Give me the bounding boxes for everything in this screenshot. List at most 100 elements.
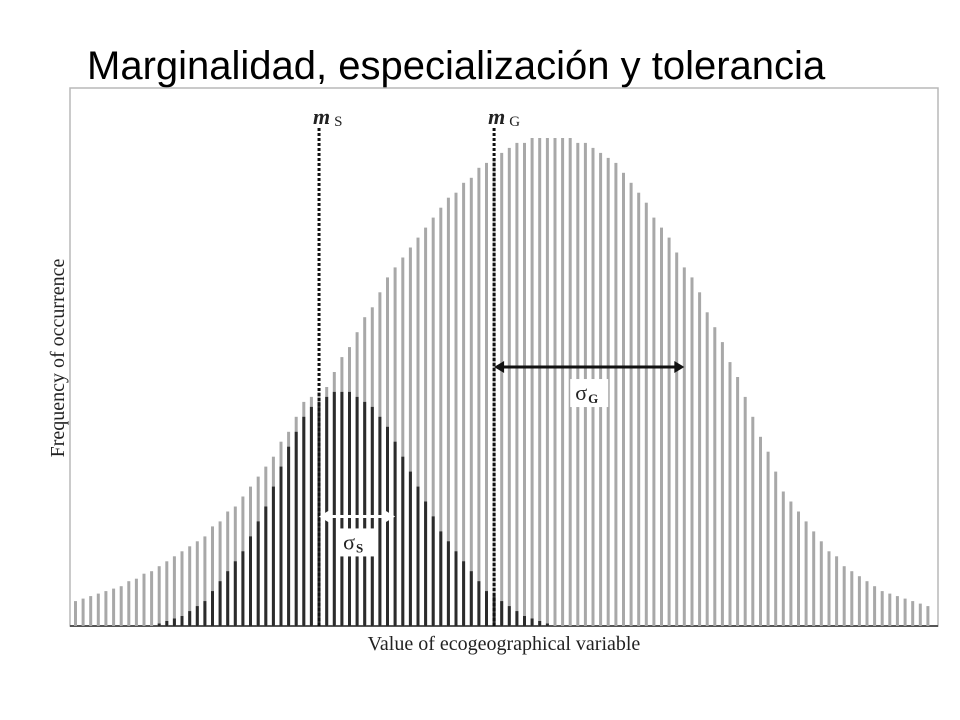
global-bar [781,491,785,626]
global-bar [743,396,747,626]
global-bar [462,182,466,627]
species-bar [431,516,435,626]
species-bar [264,506,268,626]
global-bar [895,596,899,626]
global-bar [804,521,808,626]
global-bar [660,227,663,626]
species-distribution-bars [157,391,549,626]
global-bar [698,292,702,626]
global-bar [561,138,565,626]
global-bar [477,167,481,627]
global-bar [903,598,907,626]
global-bar [172,556,176,626]
global-bar [157,566,161,626]
global-bar [918,603,922,626]
global-bar [835,556,839,626]
global-bar [682,267,686,626]
species-bar [439,531,443,626]
global-bar [81,598,85,626]
global-bar [759,436,762,626]
global-bar [523,142,526,626]
global-bar [751,416,755,626]
global-bar [500,152,504,626]
global-bar [888,593,892,626]
global-bar [530,138,534,626]
species-bar [424,501,428,626]
species-bar [462,561,466,626]
global-bar [774,471,778,626]
global-bar [211,526,214,626]
global-bar [857,576,861,626]
species-bar [500,601,504,626]
species-bar [172,618,176,626]
species-bar [241,551,245,626]
global-bar [797,511,800,626]
x-axis-label: Value of ecogeographical variable [368,633,641,655]
global-bar [675,252,679,626]
species-bar [469,571,473,626]
species-bar [485,591,488,626]
global-bar [538,138,542,626]
global-bar [766,451,770,626]
species-bar [454,551,458,626]
sigma-global-arrow-label-box [570,379,609,408]
global-bar [469,177,473,627]
plot-frame [69,87,939,627]
sigma-global-arrow-arrowhead-right [674,361,685,374]
global-bar [911,601,915,626]
species-bar [515,611,519,626]
species-bar [530,618,534,626]
global-bar [873,586,877,626]
species-bar [408,471,412,626]
global-bar [424,227,428,626]
global-bar [789,501,793,626]
species-bar [195,606,199,626]
species-bar [446,541,450,626]
global-bar [134,578,138,626]
global-bar [96,593,100,626]
global-bar [408,247,412,626]
global-bar [416,237,420,626]
species-bar [157,623,161,626]
global-bar [104,591,108,626]
y-axis-label: Frequency of occurrence [47,258,69,457]
species-bar [348,391,351,626]
species-bar [416,486,420,626]
global-bar [485,162,488,626]
global-bar [705,312,709,626]
species-bar [386,426,389,626]
slide-title: Marginalidad, especialización y toleranc… [87,44,826,88]
global-bar [188,546,192,626]
species-bar [287,446,291,626]
species-bar [188,611,192,626]
global-bar [652,217,656,626]
global-bar [568,138,572,626]
species-bar [294,431,298,626]
species-bar [165,621,169,626]
species-bar [523,616,526,626]
species-bar [271,486,275,626]
global-bar [203,536,207,626]
global-bar [553,138,557,626]
species-bar [226,571,230,626]
global-bar [545,138,549,626]
global-bar [637,192,641,626]
global-bar [180,551,184,626]
global-bar [439,207,443,626]
species-bar [393,441,397,626]
global-bar [165,561,169,626]
species-bar [355,396,359,626]
global-bar [492,157,496,626]
global-bar [150,571,154,626]
global-bar [926,606,930,626]
global-bar [819,541,823,626]
species-bar [332,391,336,626]
sigma-global-arrow: σG [494,361,685,408]
species-bar [340,391,344,626]
sigma-species-arrow-label-box [338,528,377,557]
species-bar [309,406,313,626]
species-bar [180,616,184,626]
global-bar [226,511,230,626]
